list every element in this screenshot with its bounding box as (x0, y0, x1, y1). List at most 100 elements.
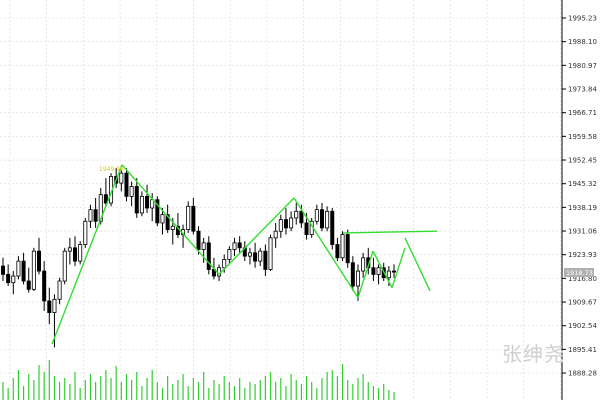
candle-body (304, 222, 309, 235)
candle-body (67, 247, 72, 252)
candle (330, 207, 335, 250)
tick-label: 1895.41 (568, 346, 597, 354)
candle-body (237, 242, 242, 249)
tick-label: 1923.93 (568, 251, 597, 259)
candle (376, 264, 381, 285)
tick-label: 1945.32 (568, 180, 597, 188)
price-axis: 1995.23 1988.10 1980.97 1973.84 1966.71 1959.… (562, 15, 597, 378)
candle (57, 277, 62, 305)
candle-body (206, 242, 211, 270)
candle (124, 168, 129, 202)
candle (191, 198, 196, 235)
candle-body (273, 230, 278, 239)
candle (325, 206, 330, 232)
current-price-tag: 1918.73 (564, 268, 594, 277)
pattern-line (391, 247, 406, 288)
tick-label: 1952.45 (568, 157, 597, 165)
candle-body (222, 259, 227, 269)
candle (253, 242, 258, 268)
candle (273, 222, 278, 248)
watermark: 张绅尧 (502, 342, 565, 366)
candle-body (330, 210, 335, 245)
candle (350, 256, 355, 291)
candle (139, 191, 144, 217)
candle (134, 178, 139, 218)
candle (26, 267, 31, 293)
candle-body (31, 250, 36, 290)
candle-body (124, 172, 129, 197)
candle (247, 247, 252, 265)
candle-body (217, 267, 222, 277)
tick-label: 1966.71 (568, 109, 597, 117)
candle-body (78, 244, 83, 262)
candle-body (155, 199, 160, 224)
candle (37, 237, 42, 275)
candle (227, 246, 232, 265)
candle-body (289, 217, 294, 229)
peak-label: 1949.96 (99, 166, 124, 173)
candle (340, 231, 345, 262)
candle (73, 236, 78, 267)
candle (319, 203, 324, 232)
candle (206, 236, 211, 275)
candle (155, 196, 160, 227)
candle (263, 244, 268, 277)
candle-body (268, 237, 273, 270)
candle (345, 229, 350, 268)
candle (314, 204, 319, 225)
candle (283, 207, 288, 235)
candle-body (340, 234, 345, 259)
tick-label: 1938.19 (568, 204, 597, 212)
candle (83, 217, 88, 248)
candle (11, 271, 16, 295)
candle (237, 236, 242, 253)
candle-body (160, 214, 165, 224)
candle (119, 169, 124, 192)
candle-body (0, 265, 6, 275)
candle-body (325, 210, 330, 229)
candle-body (376, 267, 381, 275)
candle-body (134, 186, 139, 214)
candle-body (186, 205, 191, 230)
candle-body (319, 209, 324, 229)
candle (196, 226, 201, 255)
candle (6, 264, 11, 287)
candle (335, 237, 340, 262)
pattern-line (121, 164, 220, 275)
tick-label: 1888.28 (568, 370, 597, 378)
pattern-lines (51, 164, 438, 345)
candle-body (247, 252, 252, 257)
candle-body (361, 257, 366, 272)
tick-label: 1988.10 (568, 38, 597, 46)
tick-label: 1909.67 (568, 299, 597, 307)
candle (78, 241, 83, 265)
candle-body (294, 210, 299, 219)
candle-body (314, 209, 319, 222)
candle (31, 247, 36, 291)
candle-body (263, 250, 268, 270)
candle-body (73, 247, 78, 262)
candle (165, 204, 170, 233)
candle-body (165, 214, 170, 230)
current-price-box (564, 268, 594, 277)
candle-body (191, 205, 196, 232)
grid-lines (0, 0, 562, 400)
candle (145, 184, 150, 213)
candle-body (52, 298, 57, 313)
candle-body (62, 250, 67, 282)
candle (361, 252, 366, 278)
candles (0, 168, 396, 348)
pattern-line (293, 197, 359, 299)
candle (42, 261, 47, 311)
candle (242, 241, 247, 262)
candle (62, 247, 67, 285)
tick-label: 1980.97 (568, 62, 597, 70)
candle (201, 237, 206, 263)
candle-body (350, 262, 355, 287)
candle-body (98, 194, 103, 222)
pattern-line (372, 250, 393, 288)
pattern-line (342, 230, 438, 234)
candle (16, 256, 21, 280)
candle (278, 214, 283, 238)
